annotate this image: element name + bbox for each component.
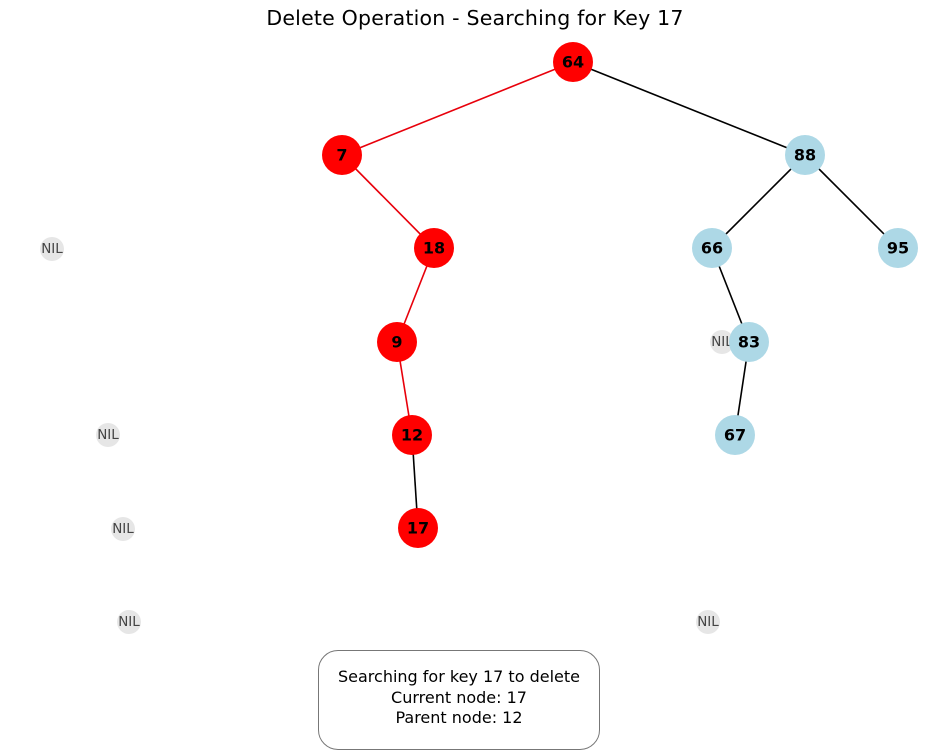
tree-node-key: 66 (701, 239, 723, 258)
tree-node-circle (715, 415, 755, 455)
page-title: Delete Operation - Searching for Key 17 (266, 6, 684, 30)
nil-node: NIL (96, 423, 120, 447)
nil-node: NIL (710, 330, 734, 354)
tree-node-circle (878, 228, 918, 268)
status-line-current: Current node: 17 (391, 687, 527, 707)
nil-node-circle (710, 330, 734, 354)
tree-node-17: 17 (398, 508, 438, 548)
tree-node-83: 83 (729, 322, 769, 362)
tree-node-12: 12 (392, 415, 432, 455)
tree-node-7: 7 (322, 135, 362, 175)
nil-node-label: NIL (711, 334, 733, 350)
nil-node: NIL (40, 237, 64, 261)
nil-node-circle (117, 610, 141, 634)
edge-88-66 (711, 154, 806, 249)
tree-node-circle (785, 135, 825, 175)
edge-64-88 (572, 61, 806, 156)
tree-node-9: 9 (377, 322, 417, 362)
tree-node-circle (692, 228, 732, 268)
tree-node-circle (553, 42, 593, 82)
tree-node-circle (414, 228, 454, 268)
status-line-parent: Parent node: 12 (395, 708, 523, 727)
tree-node-key: 7 (336, 146, 347, 165)
nil-node-label: NIL (697, 614, 719, 630)
tree-node-circle (392, 415, 432, 455)
edge-88-95 (804, 154, 899, 249)
nil-node-label: NIL (112, 521, 134, 537)
nil-node-label: NIL (97, 427, 119, 443)
nodes-layer: 64 7 88 18 66 95 9 83 12 67 17 (322, 42, 918, 548)
nil-node: NIL (696, 610, 720, 634)
tree-node-key: 95 (887, 239, 909, 258)
tree-node-64: 64 (553, 42, 593, 82)
tree-node-key: 67 (724, 426, 746, 445)
tree-node-88: 88 (785, 135, 825, 175)
nil-node-label: NIL (41, 241, 63, 257)
edge-7-18 (341, 154, 435, 249)
status-line-search: Searching for key 17 to delete (338, 667, 580, 686)
tree-node-circle (322, 135, 362, 175)
nil-node-circle (696, 610, 720, 634)
tree-node-key: 88 (794, 146, 816, 165)
tree-node-key: 17 (407, 519, 429, 538)
nil-node-circle (96, 423, 120, 447)
edges-layer (341, 61, 899, 529)
nil-node-circle (40, 237, 64, 261)
tree-node-18: 18 (414, 228, 454, 268)
nil-node-circle (111, 517, 135, 541)
tree-node-circle (398, 508, 438, 548)
tree-node-circle (729, 322, 769, 362)
nil-nodes-layer: NIL NIL NIL NIL NIL NIL (40, 237, 734, 634)
tree-node-circle (377, 322, 417, 362)
tree-node-key: 64 (562, 53, 584, 72)
nil-node: NIL (111, 517, 135, 541)
tree-node-95: 95 (878, 228, 918, 268)
tree-node-key: 18 (423, 239, 445, 258)
status-box: Searching for key 17 to delete Current n… (318, 650, 600, 750)
tree-node-key: 12 (401, 426, 423, 445)
tree-node-67: 67 (715, 415, 755, 455)
tree-node-key: 83 (738, 333, 760, 352)
tree-node-key: 9 (391, 333, 402, 352)
edge-64-7 (341, 61, 574, 156)
tree-node-66: 66 (692, 228, 732, 268)
nil-node: NIL (117, 610, 141, 634)
nil-node-label: NIL (118, 614, 140, 630)
